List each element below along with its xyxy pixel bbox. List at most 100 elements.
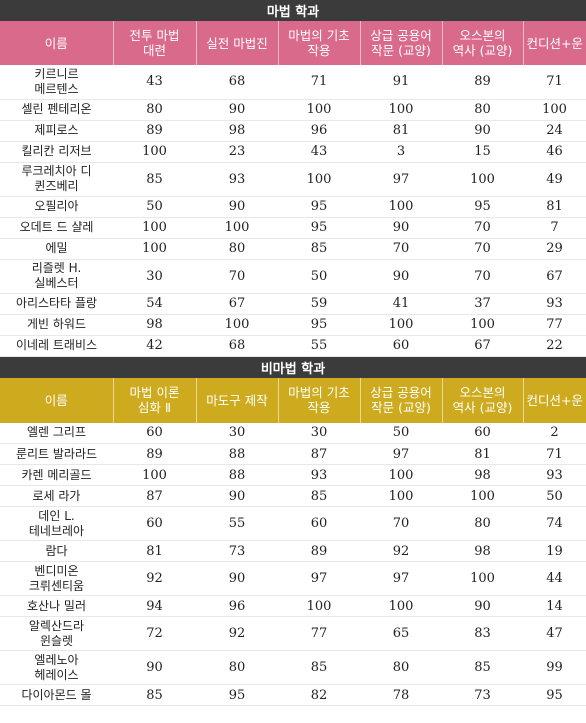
student-name: 데인 L. 테네브레아 xyxy=(0,506,113,541)
score-cell: 90 xyxy=(196,196,278,218)
score-cell: 93 xyxy=(196,162,278,197)
student-name: 이네레 트래비스 xyxy=(0,335,113,357)
score-cell: 47 xyxy=(523,616,586,651)
score-cell: 100 xyxy=(442,314,523,336)
score-cell: 97 xyxy=(360,561,442,596)
score-cell: 85 xyxy=(113,684,196,706)
student-name: 에밀 xyxy=(0,238,113,260)
score-cell: 80 xyxy=(196,650,278,685)
section-title: 비마법 학과 xyxy=(260,361,326,377)
score-cell: 98 xyxy=(196,120,278,142)
grades-table: 마법 학과 이름 전투 마법 대련 실전 마법진 마법의 기초 작용 상급 공용어 작문 (교양… xyxy=(0,0,586,706)
score-cell: 81 xyxy=(442,443,523,465)
score-cell: 7 xyxy=(523,217,586,239)
column-header: 오스본의 역사 (교양) xyxy=(442,377,524,423)
score-cell: 24 xyxy=(523,120,586,142)
student-name: 셀린 펜테리온 xyxy=(0,99,113,121)
score-cell: 60 xyxy=(113,422,196,444)
score-cell: 72 xyxy=(113,616,196,651)
magic-title-row: 마법 학과 xyxy=(0,0,586,21)
table-row: 아리스타타 플랑 54 67 59 41 37 93 xyxy=(0,293,586,315)
score-cell: 29 xyxy=(523,238,586,260)
score-cell: 95 xyxy=(278,314,360,336)
score-cell: 19 xyxy=(523,540,586,562)
score-cell: 94 xyxy=(113,595,196,617)
table-row: 엘레노아 헤레이스 90 80 85 80 85 99 xyxy=(0,650,586,685)
score-cell: 93 xyxy=(523,464,586,486)
student-name: 킬리칸 리저브 xyxy=(0,141,113,163)
student-name: 키르니르 메르텐스 xyxy=(0,65,113,100)
score-cell: 100 xyxy=(360,314,442,336)
score-cell: 43 xyxy=(113,65,196,100)
table-row: 알렉산드라 윈슬렛 72 92 77 65 83 47 xyxy=(0,616,586,651)
table-row: 리즐렛 H. 실베스터 30 70 50 90 70 67 xyxy=(0,259,586,294)
score-cell: 60 xyxy=(278,506,360,541)
nonmagic-title-row: 비마법 학과 xyxy=(0,356,586,378)
score-cell: 81 xyxy=(360,120,442,142)
score-cell: 2 xyxy=(523,422,586,444)
column-header: 마법 이론 심화 Ⅱ xyxy=(113,377,197,423)
score-cell: 80 xyxy=(196,238,278,260)
score-cell: 100 xyxy=(278,99,360,121)
score-cell: 97 xyxy=(278,561,360,596)
score-cell: 14 xyxy=(523,595,586,617)
magic-section: 마법 학과 이름 전투 마법 대련 실전 마법진 마법의 기초 작용 상급 공용어 작문 (교양… xyxy=(0,0,586,357)
score-cell: 97 xyxy=(360,443,442,465)
score-cell: 100 xyxy=(113,217,196,239)
student-name: 로세 라가 xyxy=(0,485,113,507)
table-row: 오데트 드 샬레 100 100 95 90 70 7 xyxy=(0,217,586,239)
student-name: 룬리트 발라라드 xyxy=(0,443,113,465)
score-cell: 3 xyxy=(360,141,442,163)
score-cell: 49 xyxy=(523,162,586,197)
score-cell: 60 xyxy=(442,422,523,444)
score-cell: 90 xyxy=(442,120,523,142)
score-cell: 87 xyxy=(113,485,196,507)
student-name: 알렉산드라 윈슬렛 xyxy=(0,616,113,651)
table-row: 이네레 트래비스 42 68 55 60 67 22 xyxy=(0,335,586,357)
student-name: 오데트 드 샬레 xyxy=(0,217,113,239)
column-header: 상급 공용어 작문 (교양) xyxy=(360,377,443,423)
column-header: 상급 공용어 작문 (교양) xyxy=(360,21,443,65)
nonmagic-section: 비마법 학과 이름 마법 이론 심화 Ⅱ 마도구 제작 마법의 기초 작용 상급 공용어 작문 … xyxy=(0,356,586,706)
nonmagic-header-row: 이름 마법 이론 심화 Ⅱ 마도구 제작 마법의 기초 작용 상급 공용어 작문 (교양) 오스… xyxy=(0,377,586,423)
magic-header-row: 이름 전투 마법 대련 실전 마법진 마법의 기초 작용 상급 공용어 작문 (교양) 오스본의… xyxy=(0,21,586,65)
score-cell: 55 xyxy=(196,506,278,541)
score-cell: 100 xyxy=(278,162,360,197)
score-cell: 100 xyxy=(278,595,360,617)
table-row: 루크레치아 디 퀸즈베리 85 93 100 97 100 49 xyxy=(0,162,586,197)
score-cell: 90 xyxy=(360,259,442,294)
score-cell: 90 xyxy=(360,217,442,239)
score-cell: 71 xyxy=(523,443,586,465)
score-cell: 42 xyxy=(113,335,196,357)
score-cell: 80 xyxy=(442,506,523,541)
score-cell: 67 xyxy=(196,293,278,315)
table-row: 람다 81 73 89 92 98 19 xyxy=(0,540,586,562)
score-cell: 93 xyxy=(278,464,360,486)
student-name: 아리스타타 플랑 xyxy=(0,293,113,315)
score-cell: 71 xyxy=(523,65,586,100)
score-cell: 97 xyxy=(360,162,442,197)
score-cell: 92 xyxy=(360,540,442,562)
column-header: 마법의 기초 작용 xyxy=(278,377,361,423)
score-cell: 100 xyxy=(360,99,442,121)
score-cell: 100 xyxy=(360,485,442,507)
score-cell: 85 xyxy=(278,238,360,260)
score-cell: 93 xyxy=(523,293,586,315)
score-cell: 30 xyxy=(278,422,360,444)
score-cell: 98 xyxy=(442,464,523,486)
score-cell: 71 xyxy=(278,65,360,100)
score-cell: 100 xyxy=(360,595,442,617)
score-cell: 60 xyxy=(113,506,196,541)
student-name: 람다 xyxy=(0,540,113,562)
score-cell: 90 xyxy=(196,485,278,507)
table-row: 셀린 펜테리온 80 90 100 100 80 100 xyxy=(0,99,586,121)
score-cell: 90 xyxy=(442,595,523,617)
score-cell: 100 xyxy=(113,141,196,163)
score-cell: 89 xyxy=(278,540,360,562)
score-cell: 92 xyxy=(113,561,196,596)
score-cell: 89 xyxy=(113,443,196,465)
score-cell: 85 xyxy=(113,162,196,197)
score-cell: 80 xyxy=(113,99,196,121)
score-cell: 88 xyxy=(196,443,278,465)
table-row: 킬리칸 리저브 100 23 43 3 15 46 xyxy=(0,141,586,163)
